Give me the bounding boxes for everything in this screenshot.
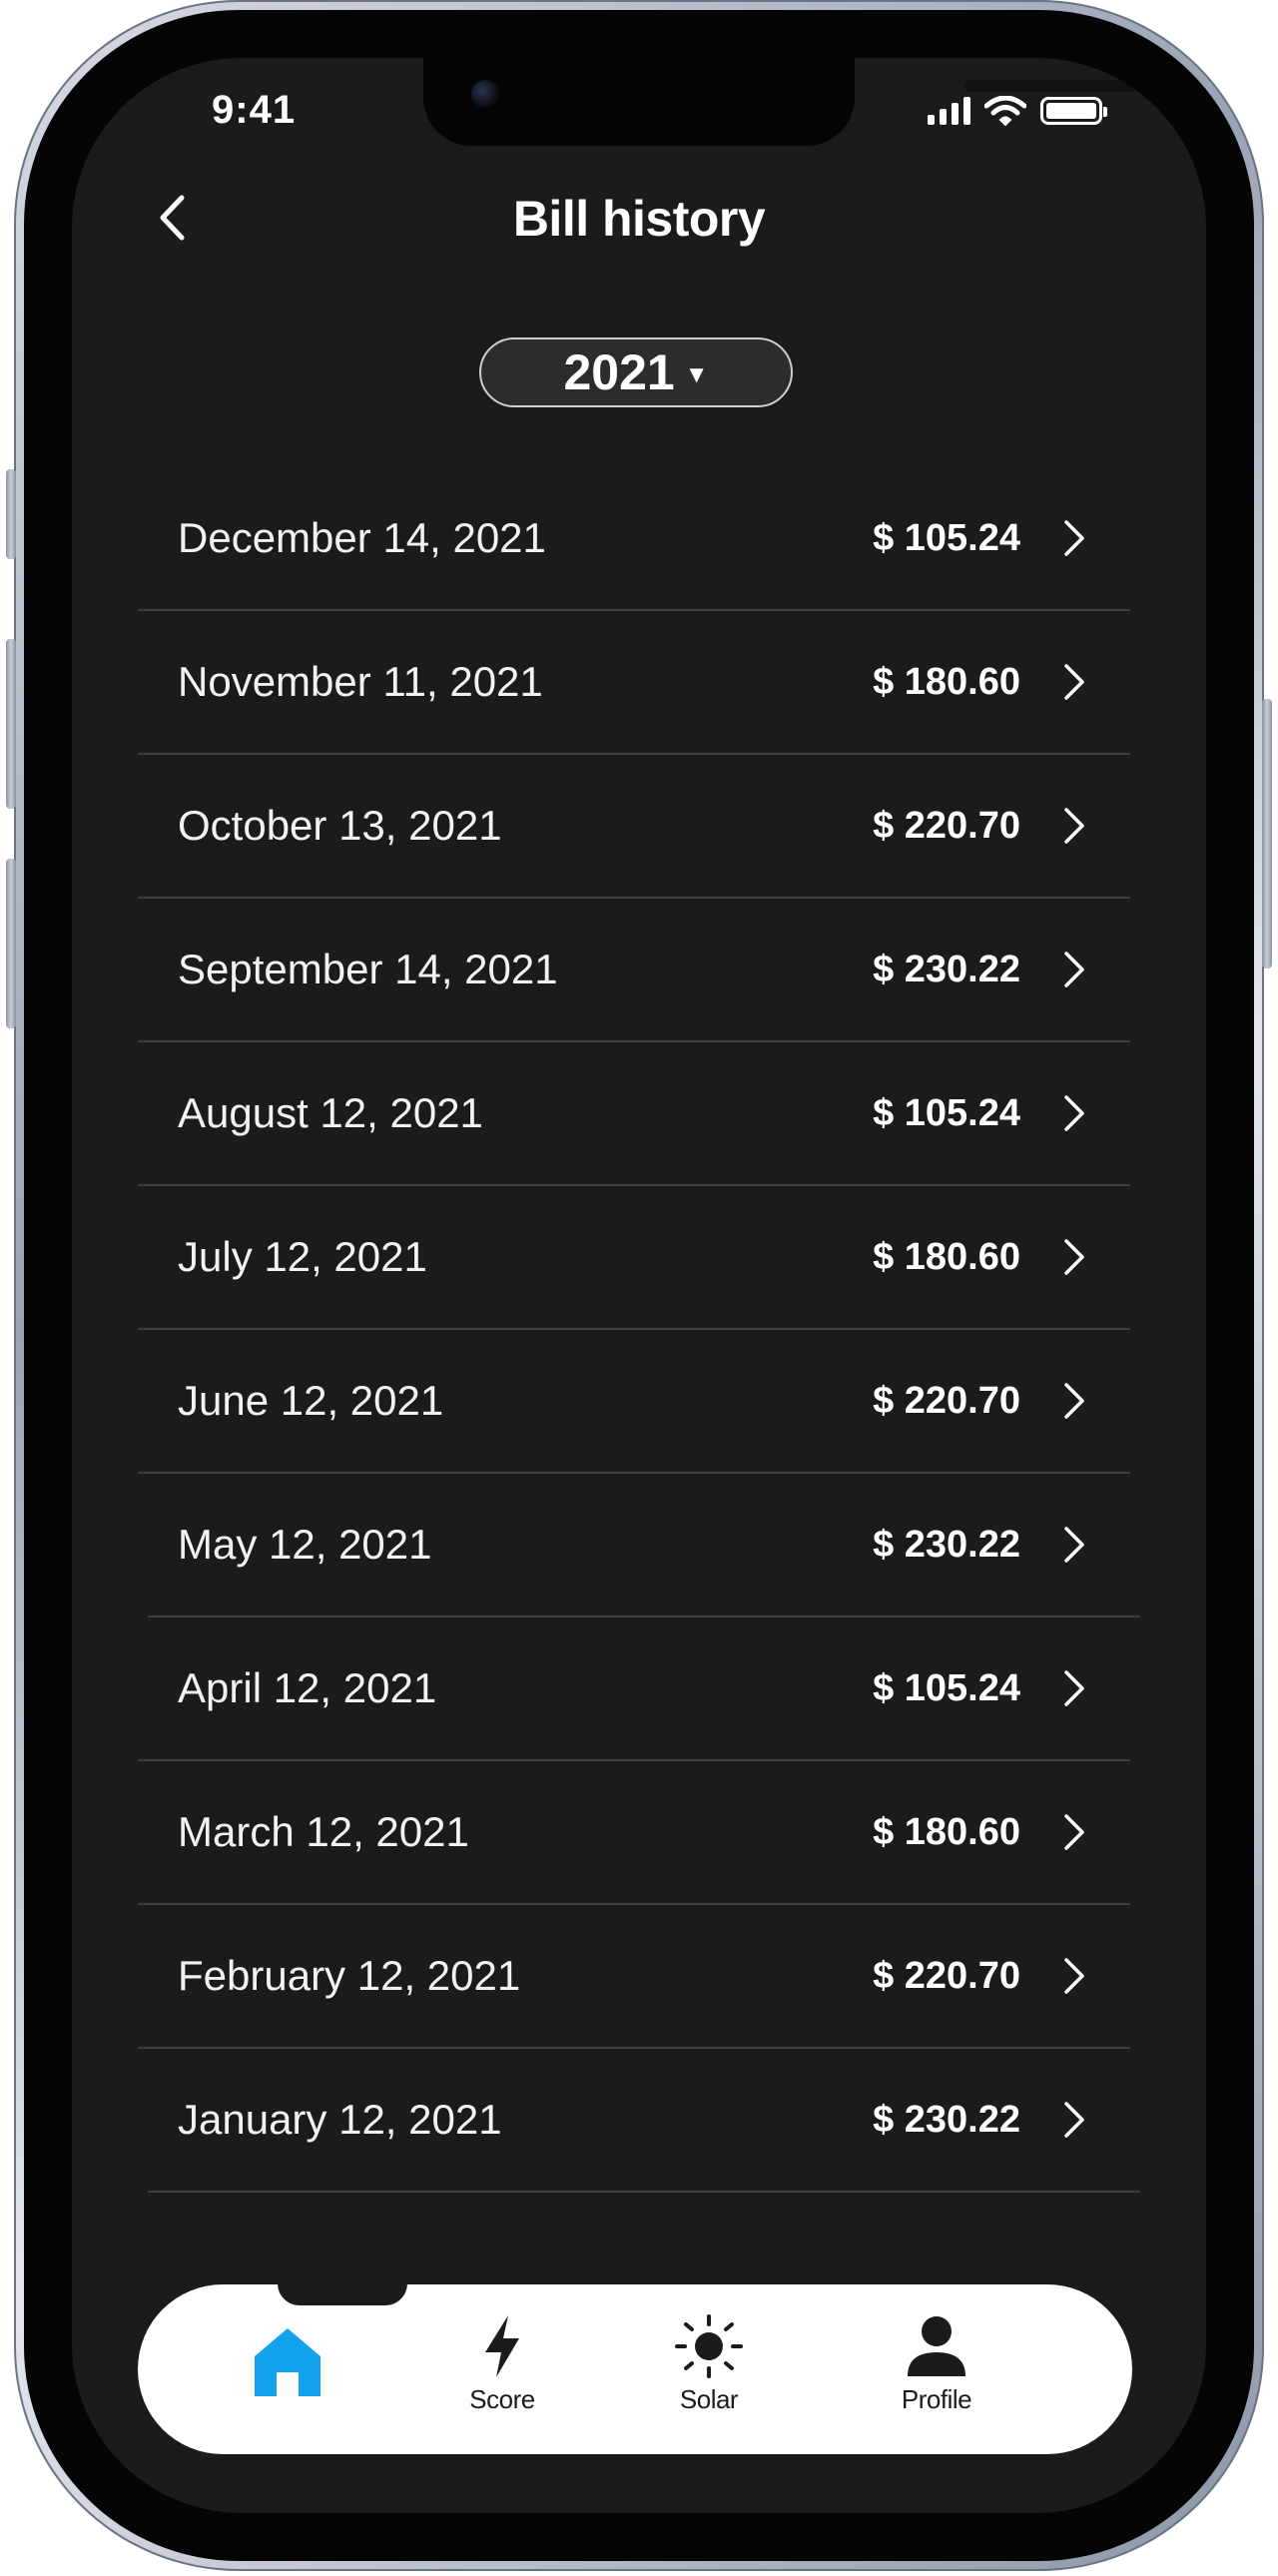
tab-profile[interactable]: Profile xyxy=(877,2314,996,2434)
year-value: 2021 xyxy=(563,344,675,400)
volume-down-button xyxy=(6,859,16,1028)
bill-amount: $ 180.60 xyxy=(873,660,1020,703)
tab-label: Profile xyxy=(901,2384,972,2414)
mute-switch xyxy=(6,469,16,559)
chevron-right-icon xyxy=(1064,1095,1084,1131)
bill-date: July 12, 2021 xyxy=(178,1233,427,1280)
chevron-right-icon xyxy=(1064,808,1084,844)
chevron-right-icon xyxy=(1064,952,1084,987)
chevron-left-icon xyxy=(160,195,185,241)
tab-bar-notch xyxy=(278,2283,407,2305)
bill-date: June 12, 2021 xyxy=(178,1377,444,1424)
caret-down-icon: ▼ xyxy=(684,361,709,388)
bill-amount: $ 230.22 xyxy=(873,1523,1020,1566)
wifi-icon xyxy=(984,96,1026,126)
bill-amount: $ 220.70 xyxy=(873,1379,1020,1422)
chevron-right-icon xyxy=(1064,1239,1084,1275)
front-camera xyxy=(471,80,499,108)
bill-date: October 13, 2021 xyxy=(178,802,502,849)
status-time: 9:41 xyxy=(212,88,297,132)
status-icons xyxy=(928,96,1107,126)
power-button xyxy=(1262,699,1272,968)
speaker-grille xyxy=(964,80,1156,92)
bill-date: August 12, 2021 xyxy=(178,1089,483,1136)
lightning-icon xyxy=(485,2315,519,2377)
bill-amount: $ 180.60 xyxy=(873,1235,1020,1278)
tab-score[interactable]: Score xyxy=(442,2314,562,2434)
bill-row[interactable]: March 12, 2021 $ 180.60 xyxy=(138,1761,1130,1905)
bill-amount: $ 180.60 xyxy=(873,1810,1020,1853)
bill-row[interactable]: August 12, 2021 $ 105.24 xyxy=(138,1042,1130,1186)
person-icon xyxy=(908,2316,965,2376)
bill-amount: $ 220.70 xyxy=(873,804,1020,847)
bill-row[interactable]: July 12, 2021 $ 180.60 xyxy=(138,1186,1130,1330)
chevron-right-icon xyxy=(1064,2102,1084,2138)
chevron-right-icon xyxy=(1064,1527,1084,1563)
chevron-right-icon xyxy=(1064,1670,1084,1706)
tab-solar[interactable]: Solar xyxy=(649,2314,769,2434)
bill-date: May 12, 2021 xyxy=(178,1521,432,1568)
tab-bar: Score Solar Profile xyxy=(138,2283,1132,2454)
bill-date: December 14, 2021 xyxy=(178,514,546,561)
bill-list: December 14, 2021 $ 105.24 November 11, … xyxy=(138,467,1140,2193)
bill-date: February 12, 2021 xyxy=(178,1952,521,1999)
cellular-signal-icon xyxy=(928,97,970,125)
bill-amount: $ 230.22 xyxy=(873,2098,1020,2141)
bill-amount: $ 230.22 xyxy=(873,948,1020,990)
bill-row[interactable]: June 12, 2021 $ 220.70 xyxy=(138,1330,1130,1474)
chevron-right-icon xyxy=(1064,664,1084,700)
back-button[interactable] xyxy=(142,188,202,248)
bill-row[interactable]: September 14, 2021 $ 230.22 xyxy=(138,899,1130,1042)
page-title: Bill history xyxy=(512,191,766,247)
sun-icon xyxy=(675,2314,743,2378)
bill-row[interactable]: May 12, 2021 $ 230.22 xyxy=(148,1474,1140,1617)
bill-row[interactable]: January 12, 2021 $ 230.22 xyxy=(148,2049,1140,2193)
bill-amount: $ 220.70 xyxy=(873,1954,1020,1997)
bill-date: March 12, 2021 xyxy=(178,1808,469,1855)
bill-row[interactable]: April 12, 2021 $ 105.24 xyxy=(138,1617,1130,1761)
app-screen: 9:41 Bill history 2021 ▼ December 14, 20… xyxy=(72,58,1206,2513)
bill-date: April 12, 2021 xyxy=(178,1664,437,1711)
home-icon xyxy=(255,2328,320,2396)
volume-up-button xyxy=(6,639,16,809)
bill-row[interactable]: December 14, 2021 $ 105.24 xyxy=(138,467,1130,611)
bill-row[interactable]: November 11, 2021 $ 180.60 xyxy=(138,611,1130,755)
tab-label: Solar xyxy=(679,2384,739,2414)
bill-date: January 12, 2021 xyxy=(178,2096,502,2143)
chevron-right-icon xyxy=(1064,1958,1084,1994)
bill-amount: $ 105.24 xyxy=(873,1666,1020,1709)
bill-amount: $ 105.24 xyxy=(873,516,1020,559)
bill-date: September 14, 2021 xyxy=(178,946,558,992)
bill-amount: $ 105.24 xyxy=(873,1091,1020,1134)
bill-row[interactable]: February 12, 2021 $ 220.70 xyxy=(138,1905,1130,2049)
chevron-right-icon xyxy=(1064,520,1084,556)
bill-date: November 11, 2021 xyxy=(178,658,543,705)
bill-row[interactable]: October 13, 2021 $ 220.70 xyxy=(138,755,1130,899)
chevron-right-icon xyxy=(1064,1814,1084,1850)
battery-icon xyxy=(1040,97,1107,125)
tab-home[interactable] xyxy=(228,2314,347,2434)
year-dropdown[interactable]: 2021 ▼ xyxy=(479,337,793,407)
chevron-right-icon xyxy=(1064,1383,1084,1419)
tab-label: Score xyxy=(469,2384,535,2414)
